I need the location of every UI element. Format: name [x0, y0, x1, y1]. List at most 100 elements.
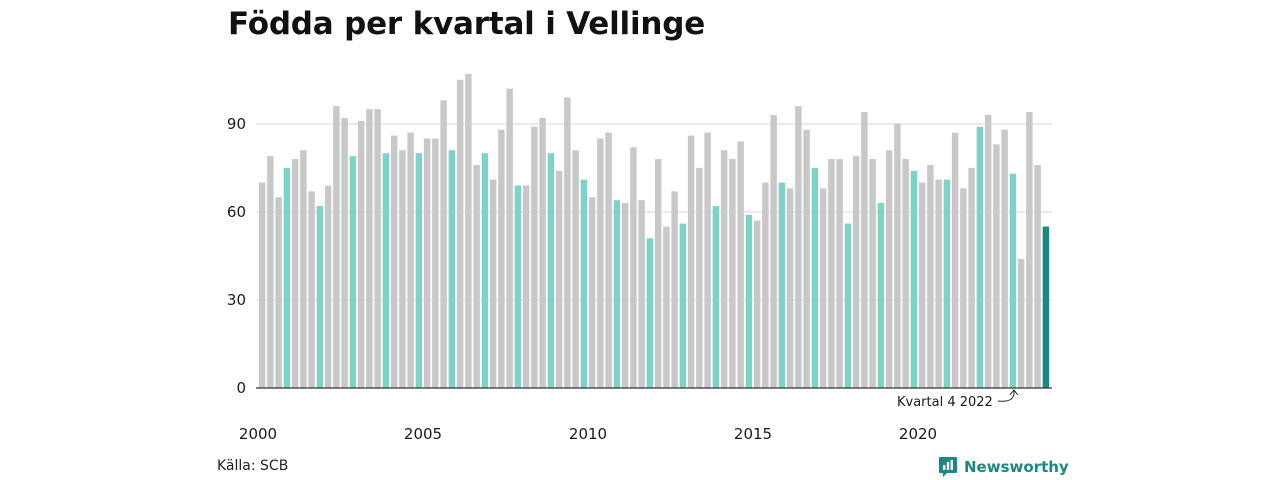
bar — [531, 126, 538, 389]
bar — [935, 179, 942, 388]
bar — [836, 159, 843, 388]
annotation-arrow — [997, 389, 1015, 402]
bar — [621, 203, 629, 388]
brand-logo[interactable]: Newsworthy — [938, 456, 1069, 478]
bar — [473, 164, 480, 388]
brand-name: Newsworthy — [964, 458, 1069, 476]
bar — [745, 214, 753, 388]
bar — [572, 150, 579, 388]
bar — [976, 126, 984, 389]
x-tick-label: 2010 — [569, 425, 607, 443]
bar — [440, 100, 447, 388]
bar — [753, 220, 761, 388]
bar — [283, 167, 291, 388]
bar — [423, 138, 431, 388]
bar — [258, 182, 266, 388]
bar — [803, 129, 810, 388]
axis-layer: 0 30 60 90 2000 2005 2010 2015 2020 — [227, 115, 1052, 443]
bar — [415, 153, 423, 388]
bar — [968, 167, 975, 388]
y-tick-label: 60 — [227, 203, 246, 221]
bar — [786, 188, 794, 388]
chart-title: Födda per kvartal i Vellinge — [228, 6, 706, 42]
bar — [465, 73, 472, 388]
bar — [547, 153, 555, 388]
bar — [267, 156, 274, 388]
bar — [308, 191, 315, 388]
bar — [1026, 112, 1033, 388]
bar — [1034, 164, 1041, 388]
x-tick-label: 2000 — [239, 425, 277, 443]
bar — [918, 182, 926, 388]
bar — [646, 238, 654, 388]
bar — [770, 115, 777, 388]
bar — [432, 138, 439, 388]
bar — [275, 197, 282, 388]
bar — [1017, 258, 1025, 388]
bar — [349, 156, 357, 388]
y-tick-label: 0 — [236, 379, 246, 397]
bar — [324, 185, 332, 388]
bar — [638, 200, 645, 388]
bar — [828, 159, 835, 388]
bar — [613, 200, 621, 388]
bar — [366, 109, 373, 388]
bar — [663, 226, 670, 388]
bar — [1042, 226, 1050, 388]
bar — [1001, 129, 1008, 388]
x-tick-label: 2015 — [734, 425, 772, 443]
bar — [720, 150, 728, 388]
bar — [819, 188, 827, 388]
bar — [902, 159, 909, 388]
bar — [696, 167, 703, 388]
annotation-layer: Kvartal 4 2022 — [897, 389, 1019, 410]
bar — [852, 156, 860, 388]
bar — [704, 132, 711, 388]
bar — [374, 109, 381, 388]
bar — [357, 120, 365, 389]
bar — [489, 179, 497, 388]
bar — [597, 138, 604, 388]
bar — [861, 112, 868, 388]
bar — [671, 191, 678, 388]
bar — [514, 185, 522, 388]
bar — [456, 79, 464, 388]
bar — [762, 182, 769, 388]
bar — [555, 170, 563, 388]
annotation-label: Kvartal 4 2022 — [897, 395, 993, 410]
bar — [712, 206, 720, 388]
annotation-arrowhead — [1009, 389, 1019, 396]
x-tick-label: 2005 — [404, 425, 442, 443]
bar — [522, 185, 530, 388]
bar — [795, 106, 802, 388]
y-tick-label: 90 — [227, 115, 246, 133]
y-tick-label: 30 — [227, 291, 246, 309]
bar — [300, 150, 307, 388]
bar — [960, 188, 967, 388]
bar — [885, 150, 893, 388]
bar — [316, 206, 324, 388]
bar-chart-speech-icon — [939, 457, 957, 477]
bar — [481, 153, 489, 388]
bar — [877, 203, 885, 388]
bar — [564, 97, 571, 389]
bar — [927, 164, 934, 388]
bar — [729, 159, 736, 388]
bar — [984, 115, 992, 388]
bar — [687, 135, 695, 388]
bar — [382, 153, 390, 388]
bar — [1009, 173, 1017, 388]
bar — [951, 132, 959, 388]
bar — [993, 144, 1000, 388]
bar — [291, 159, 299, 388]
bar — [737, 141, 744, 388]
bar — [341, 117, 348, 389]
bar — [498, 129, 505, 388]
bar — [654, 159, 662, 388]
bar — [869, 159, 876, 388]
bar — [943, 179, 951, 388]
bar — [910, 170, 918, 388]
bar-layer — [258, 73, 1050, 389]
bar — [390, 135, 398, 388]
